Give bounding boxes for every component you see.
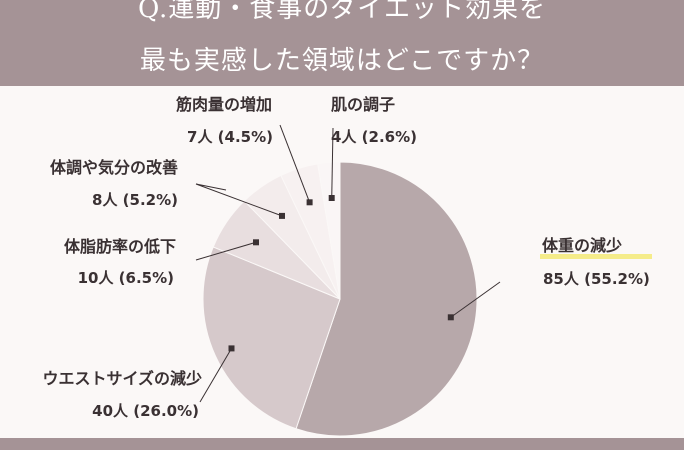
pie-slice-weight-loss	[295, 161, 478, 437]
leader-line-waist-reduction	[199, 348, 232, 403]
slice-label-muscle-gain: 筋肉量の増加	[175, 95, 272, 114]
leader-line-muscle-gain	[279, 124, 311, 203]
pie-slices	[202, 161, 478, 437]
slice-value-waist-reduction: 40人 (26.0%)	[92, 402, 199, 420]
slice-label-skin: 肌の調子	[331, 95, 395, 114]
slice-label-condition: 体調や気分の改善	[50, 158, 178, 177]
pie-slice-waist-reduction	[202, 246, 341, 430]
leader-line-weight-loss	[450, 281, 501, 318]
slice-value-muscle-gain: 7人 (4.5%)	[187, 128, 273, 146]
pie-labels: 体重の減少 85人 (55.2%) ウエストサイズの減少 40人 (26.0%) 体脂肪…	[42, 95, 652, 420]
leader-marker-weight-loss	[447, 314, 454, 321]
leader-marker-skin	[328, 195, 335, 201]
leader-marker-body-fat	[253, 239, 259, 246]
leader-marker-condition	[279, 212, 285, 219]
slice-value-weight-loss: 85人 (55.2%)	[543, 270, 650, 288]
slice-value-body-fat: 10人 (6.5%)	[78, 269, 174, 287]
title-line-2: 最も実感した領域はどこですか？	[139, 46, 545, 76]
title-line-1: Q.運動・食事のダイエット効果を	[137, 0, 547, 24]
slice-label-body-fat: 体脂肪率の低下	[64, 237, 176, 256]
leader-line-condition	[195, 183, 283, 217]
slice-value-condition: 8人 (5.2%)	[92, 191, 178, 209]
leader-marker-muscle-gain	[306, 199, 313, 206]
slice-label-weight-loss: 体重の減少	[542, 236, 622, 255]
highlight-underline	[540, 254, 652, 259]
header-banner: Q.運動・食事のダイエット効果を 最も実感した領域はどこですか？	[0, 0, 684, 86]
leader-line-skin	[331, 127, 334, 198]
slice-value-skin: 4人 (2.6%)	[331, 128, 417, 146]
slice-label-waist-reduction: ウエストサイズの減少	[42, 369, 202, 388]
leader-marker-waist-reduction	[228, 345, 235, 352]
leader-line-body-fat	[195, 241, 257, 261]
footer-bar	[0, 438, 684, 450]
